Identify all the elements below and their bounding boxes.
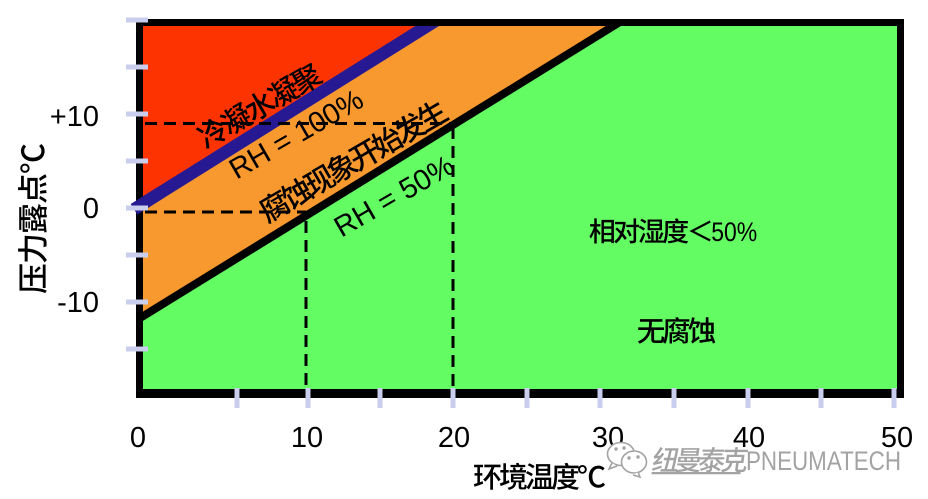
svg-text:0: 0 <box>130 422 146 454</box>
svg-text:20: 20 <box>438 422 470 454</box>
svg-text:10: 10 <box>291 422 323 454</box>
svg-text:50: 50 <box>881 422 913 454</box>
svg-text:40: 40 <box>733 422 765 454</box>
svg-text:50%: 50% <box>711 217 757 247</box>
svg-text:-10: -10 <box>57 287 99 319</box>
svg-text:0: 0 <box>83 193 99 225</box>
svg-text:PNEUMATECH: PNEUMATECH <box>748 448 903 478</box>
svg-text:+10: +10 <box>50 101 99 133</box>
svg-text:PNEUMATECH: PNEUMATECH <box>746 446 901 476</box>
